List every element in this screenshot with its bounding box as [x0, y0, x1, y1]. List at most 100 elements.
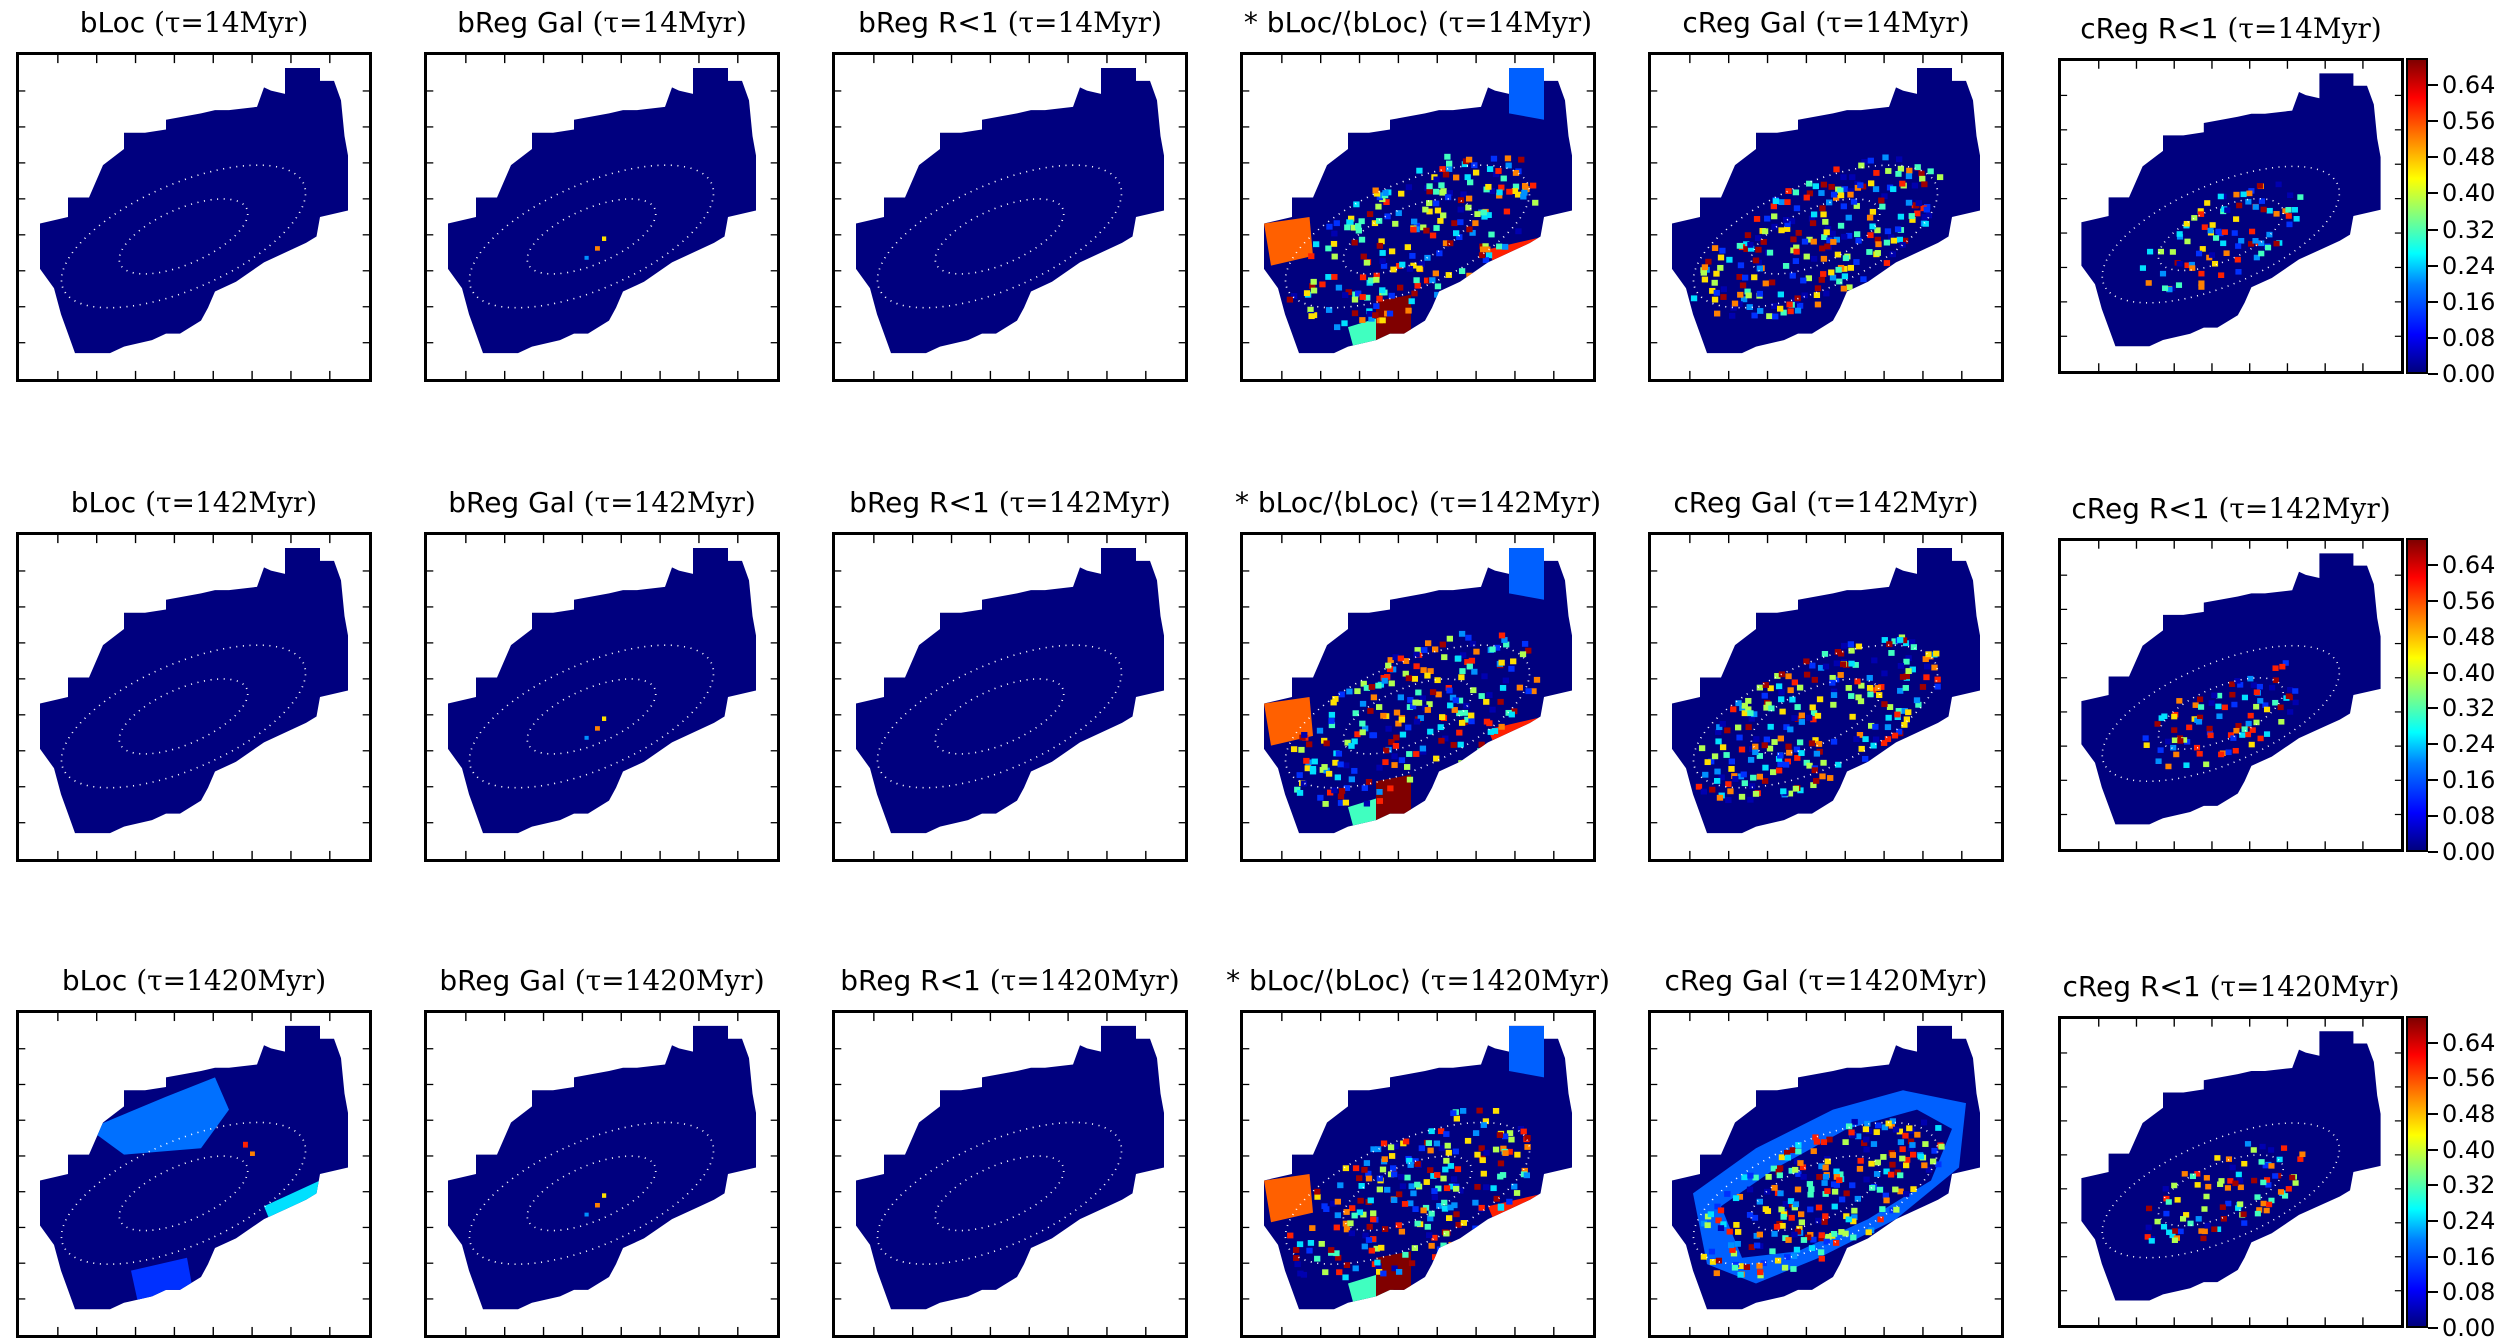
map-pixel: [1886, 184, 1894, 191]
map-pixel: [1393, 734, 1400, 741]
map-pixel: [1776, 1172, 1783, 1179]
map-pixel: [1885, 1120, 1892, 1127]
map-pixel: [1508, 665, 1515, 672]
map-pixel: [1472, 220, 1479, 227]
map-pixel: [1818, 1255, 1825, 1262]
map-pixel: [2272, 1173, 2279, 1179]
map-pixel: [2252, 204, 2259, 210]
map-pixel: [1465, 195, 1473, 202]
map-pixel: [1716, 794, 1724, 801]
map-pixel: [1778, 199, 1785, 206]
map-pixel: [1881, 701, 1888, 708]
map-pixel: [1841, 186, 1849, 193]
map-pixel: [2155, 758, 2162, 764]
map-pixel: [1730, 304, 1737, 311]
map-pixel: [1370, 1210, 1377, 1217]
map-pixel: [1889, 1152, 1896, 1158]
map-pixel: [1735, 724, 1742, 731]
map-pixel: [2263, 1207, 2270, 1214]
map-pixel: [1419, 745, 1427, 752]
panel-title-tau: (τ=1420Myr): [2209, 970, 2400, 1003]
map-pixel: [1778, 671, 1786, 678]
map-pixel: [1287, 1232, 1294, 1239]
map-pixel: [2165, 763, 2172, 770]
map-pixel: [2220, 240, 2227, 247]
map-pixel: [1391, 753, 1398, 760]
map-pixel: [1426, 1232, 1433, 1239]
map-pixel: [2248, 741, 2255, 748]
map-pixel: [1847, 188, 1854, 194]
map-pixel: [2266, 207, 2273, 214]
colorbar-tick: [2428, 1220, 2438, 1223]
map-pixel: [2263, 706, 2271, 713]
map-pixel: [1747, 245, 1755, 252]
map-pixel: [1791, 1231, 1798, 1238]
map-pixel: [2160, 1224, 2168, 1230]
map-pixel: [1895, 170, 1902, 177]
map-pixel: [1789, 272, 1796, 279]
map-pixel: [1837, 187, 1844, 194]
map-pixel: [1842, 1139, 1849, 1146]
map-pixel: [1426, 200, 1433, 206]
map-pixel: [1523, 1172, 1530, 1179]
map-pixel: [1443, 1131, 1450, 1137]
map-pixel: [1921, 181, 1928, 188]
map-pixel: [2217, 1181, 2224, 1187]
map-pixel: [1727, 788, 1734, 795]
map-pixel: [1328, 722, 1336, 729]
map-pixel: [1361, 1166, 1368, 1173]
map-pixel: [1483, 698, 1490, 705]
map-pixel: [1865, 1128, 1873, 1135]
map-pixel: [1504, 155, 1512, 162]
map-pixel: [1411, 675, 1418, 682]
map-pixel: [1777, 735, 1784, 742]
map-pixel: [1771, 223, 1778, 230]
map-pixel: [1432, 646, 1439, 653]
map-pixel: [1835, 761, 1842, 768]
map-pixel: [1498, 659, 1505, 666]
map-pixel: [1709, 287, 1716, 294]
map-pixel: [2224, 1185, 2231, 1191]
map-pixel: [1752, 749, 1759, 755]
map-pixel: [2154, 1218, 2161, 1225]
map-pixel: [1862, 1126, 1870, 1133]
map-pixel: [1359, 274, 1367, 281]
map-pixel: [1442, 1166, 1449, 1173]
map-pixel: [1731, 300, 1739, 307]
map-pixel: [1514, 1151, 1521, 1158]
map-pixel: [1496, 243, 1503, 250]
map-pixel: [2161, 285, 2169, 292]
map-pixel: [1314, 1188, 1321, 1195]
map-pixel: [1480, 1170, 1487, 1177]
map-pixel: [1352, 1165, 1360, 1172]
map-pixel: [1321, 764, 1328, 770]
map-pixel: [1787, 1198, 1795, 1204]
map-pixel: [1803, 253, 1810, 260]
map-pixel: [1375, 682, 1382, 689]
map-pixel: [2266, 1201, 2273, 1208]
map-pixel: [1768, 705, 1775, 712]
map-pixel: [1841, 233, 1848, 240]
map-pixel: [1794, 716, 1802, 722]
map-pixel: [1343, 762, 1350, 769]
map-pixel: [1763, 704, 1770, 711]
map-pixel: [1753, 1232, 1760, 1239]
map-pixel: [1819, 245, 1826, 252]
map-pixel: [1388, 739, 1395, 745]
map-pixel: [1695, 783, 1703, 790]
map-pixel: [1791, 1204, 1798, 1211]
map-pixel: [1923, 206, 1930, 213]
radius-ellipse-outer: [468, 644, 715, 789]
map-pixel: [1915, 701, 1922, 708]
radius-ellipse-inner: [118, 198, 249, 275]
radius-ellipse-outer: [60, 644, 307, 789]
map-pixel: [1374, 1259, 1381, 1266]
colorbar-tick-label: 0.08: [2442, 323, 2496, 352]
map-pixel: [1787, 726, 1794, 733]
map-pixel: [1425, 640, 1432, 647]
map-pixel: [1909, 217, 1916, 223]
map-pixel: [1906, 167, 1913, 174]
map-pixel: [1777, 291, 1784, 298]
map-pixel: [2253, 719, 2260, 726]
map-pixel: [1757, 308, 1764, 314]
